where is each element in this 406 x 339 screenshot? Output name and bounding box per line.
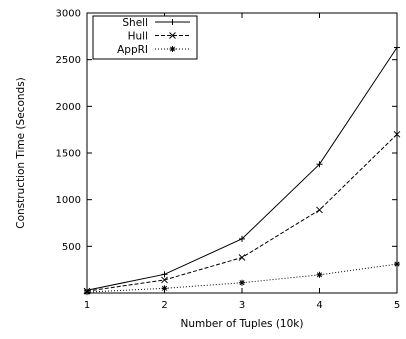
y-tick-label: 1500 xyxy=(56,149,81,160)
legend-marker xyxy=(169,32,176,39)
y-tick-label: 2500 xyxy=(56,55,81,66)
data-point-hull xyxy=(238,254,246,261)
x-axis-title: Number of Tuples (10k) xyxy=(181,318,304,330)
marker-stroke xyxy=(394,261,400,267)
marker-stroke xyxy=(238,254,246,261)
y-axis-title: Construction Time (Seconds) xyxy=(15,77,27,229)
marker-stroke xyxy=(161,285,168,291)
series-layer xyxy=(83,44,401,296)
data-point-hull xyxy=(316,206,323,214)
marker-stroke xyxy=(239,280,245,286)
data-point-shell xyxy=(316,161,323,168)
data-point-appri xyxy=(161,285,168,292)
legend-label: AppRI xyxy=(117,44,148,56)
data-point-hull xyxy=(161,276,168,284)
marker-stroke xyxy=(316,272,323,278)
legend-label: Shell xyxy=(122,17,148,29)
x-tick-label: 4 xyxy=(316,300,322,311)
tick-labels: 1 2 3 4 5 500 1000 1500 2000 2500 3000 xyxy=(56,9,401,312)
marker-stroke xyxy=(84,289,90,295)
marker-stroke xyxy=(169,32,176,39)
series-line-hull xyxy=(86,133,398,292)
legend-marker xyxy=(169,46,176,52)
x-tick-label: 2 xyxy=(161,300,167,311)
x-tick-label: 3 xyxy=(239,300,245,311)
x-tick-label: 5 xyxy=(394,300,400,311)
series-line-appri xyxy=(86,263,398,293)
series-appri xyxy=(84,261,400,296)
data-point-appri xyxy=(84,289,90,296)
data-point-appri xyxy=(394,261,400,268)
x-tick-label: 1 xyxy=(84,300,90,311)
marker-stroke xyxy=(169,46,176,52)
marker-stroke xyxy=(316,206,323,214)
data-point-shell xyxy=(161,271,168,278)
y-tick-label: 1000 xyxy=(56,195,81,206)
legend-label: Hull xyxy=(128,31,148,43)
data-point-hull xyxy=(393,130,401,138)
data-point-shell xyxy=(394,44,400,51)
marker-stroke xyxy=(161,276,168,284)
series-shell xyxy=(84,44,400,294)
y-tick-label: 500 xyxy=(62,242,81,253)
y-tick-label: 3000 xyxy=(56,9,81,20)
data-point-shell xyxy=(239,235,245,242)
y-tick-label: 2000 xyxy=(56,102,81,113)
legend-marker xyxy=(169,19,176,25)
data-point-appri xyxy=(316,271,323,278)
marker-stroke xyxy=(393,130,401,138)
series-hull xyxy=(83,130,401,295)
legend-box xyxy=(92,15,198,60)
data-point-appri xyxy=(239,279,245,286)
series-line-shell xyxy=(86,47,398,291)
